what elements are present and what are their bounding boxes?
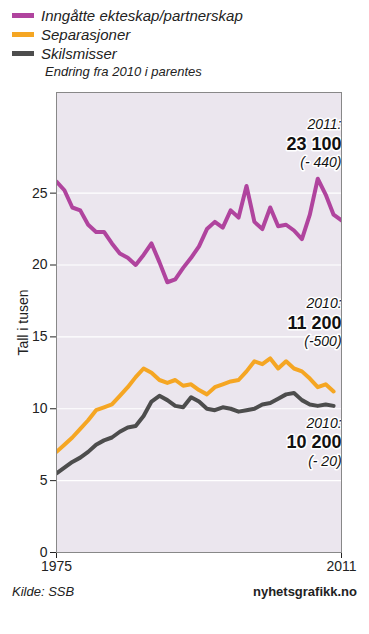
svg-text:2010:: 2010: [306, 415, 342, 431]
svg-text:Tall i tusen: Tall i tusen [15, 289, 31, 355]
html-text:Separasjoner: Separasjoner [41, 26, 131, 43]
svg-text:10: 10 [32, 400, 48, 416]
svg-text:2011:: 2011: [307, 116, 342, 132]
svg-text:10 200: 10 200 [287, 432, 342, 452]
svg-text:0: 0 [39, 544, 48, 560]
svg-text:5: 5 [40, 472, 48, 488]
svg-text:(-500): (-500) [304, 333, 341, 349]
html-text:Endring fra 2010 i parentes: Endring fra 2010 i parentes [45, 64, 202, 79]
svg-text:(- 20): (- 20) [308, 453, 341, 469]
html-text:Kilde: SSB: Kilde: SSB [12, 584, 75, 599]
html-text:Inngåtte ekteskap/partnerskap: Inngåtte ekteskap/partnerskap [41, 7, 243, 24]
svg-text:23 100: 23 100 [286, 134, 341, 154]
html-text:nyhetsgrafikk.no: nyhetsgrafikk.no [253, 584, 357, 599]
svg-text:(- 440): (- 440) [300, 154, 341, 170]
svg-text:11 200: 11 200 [288, 313, 342, 333]
html-text:Skilsmisser: Skilsmisser [41, 45, 117, 62]
svg-text:20: 20 [32, 256, 48, 272]
svg-text:25: 25 [32, 185, 48, 201]
svg-text:2010:: 2010: [306, 295, 342, 311]
svg-text:15: 15 [32, 328, 48, 344]
svg-text:1975: 1975 [41, 558, 72, 574]
svg-text:2011: 2011 [326, 558, 356, 574]
